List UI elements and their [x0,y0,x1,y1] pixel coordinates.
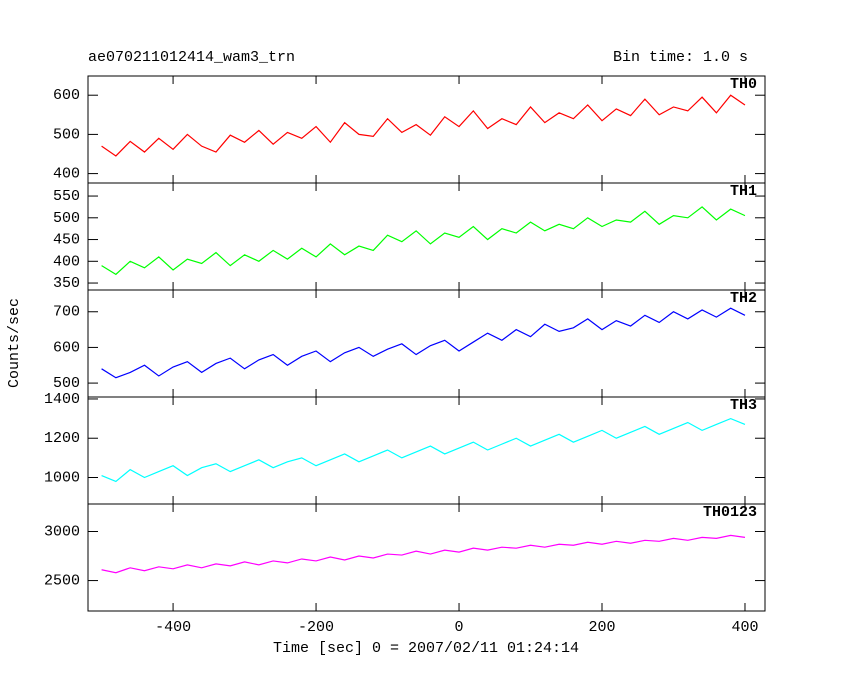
legend-label: TH2 [730,290,757,307]
panel-frame [87,75,766,184]
panel-frame [87,289,766,398]
y-tick-label: 1400 [44,391,80,408]
y-tick-label: 500 [53,375,80,392]
bin-time: Bin time: 1.0 s [613,49,748,66]
panel-frame [87,182,766,291]
legend-label: TH3 [730,397,757,414]
y-tick-label: 700 [53,304,80,321]
x-axis-label: Time [sec] 0 = 2007/02/11 01:24:14 [273,640,579,657]
legend-label: TH0 [730,76,757,93]
x-tick-label: 200 [588,619,615,636]
y-tick-label: 2500 [44,573,80,590]
y-tick-label: 450 [53,232,80,249]
y-tick-label: 550 [53,188,80,205]
light-curve [101,94,746,157]
light-curve [101,307,746,379]
x-tick-label: 400 [731,619,758,636]
y-tick-label: 400 [53,253,80,270]
y-tick-label: 350 [53,275,80,292]
y-tick-label: 600 [53,87,80,104]
legend-label: TH0123 [703,504,757,521]
y-axis-label: Counts/sec [6,298,23,388]
x-tick-label: -200 [298,619,334,636]
chart-title: ae070211012414_wam3_trn [88,49,295,66]
light-curve [101,534,746,574]
light-curve [101,206,746,276]
y-tick-label: 500 [53,126,80,143]
y-tick-label: 600 [53,339,80,356]
y-tick-label: 1000 [44,469,80,486]
x-tick-label: -400 [155,619,191,636]
y-tick-label: 400 [53,166,80,183]
light-curve [101,417,746,483]
panel-frame [87,503,766,612]
panel-frame [87,396,766,505]
x-tick-label: 0 [455,619,464,636]
y-tick-label: 3000 [44,523,80,540]
y-tick-label: 1200 [44,430,80,447]
legend-label: TH1 [730,183,757,200]
y-tick-label: 500 [53,210,80,227]
